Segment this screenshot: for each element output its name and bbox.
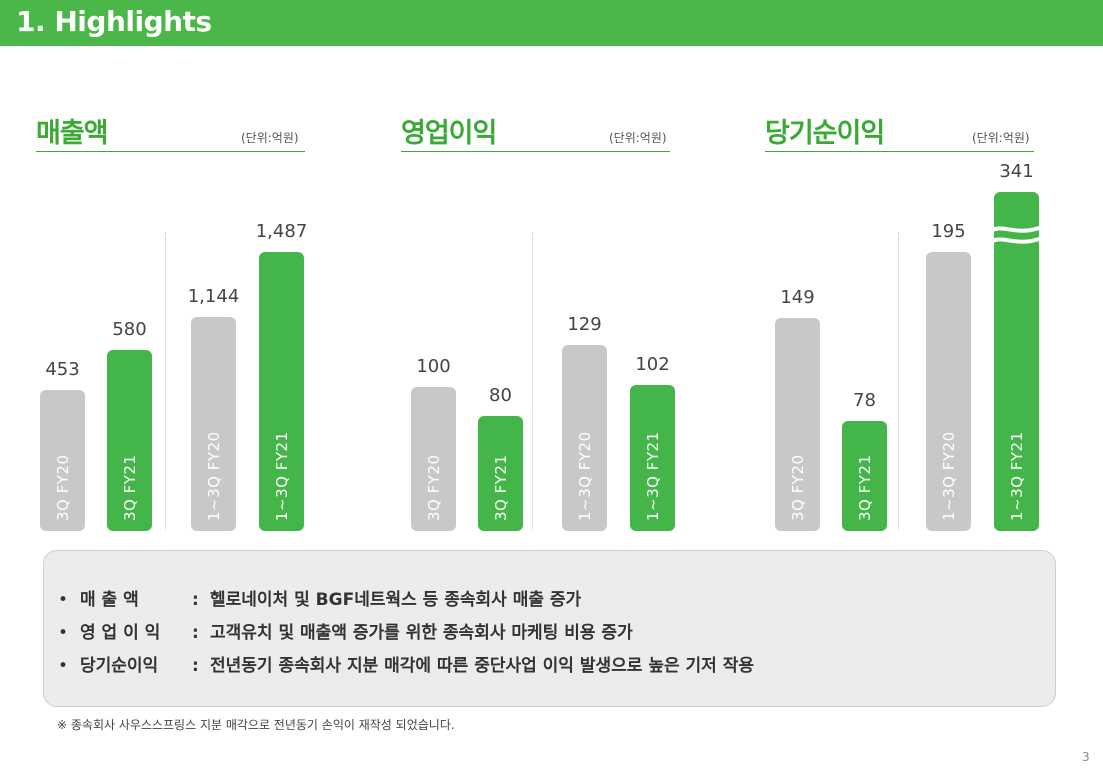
bar-category-label: 1~3Q FY20 (939, 431, 958, 521)
bar-value-label: 341 (999, 161, 1034, 182)
chart-unit-net-income: (단위:억원) (972, 131, 1030, 145)
bar-value-label: 80 (489, 385, 512, 406)
bar-category-label: 3Q FY21 (855, 454, 874, 522)
chart-title-net-income: 당기순이익 (765, 118, 885, 149)
bar: 1~3Q FY21 (259, 252, 304, 531)
summary-text: 헬로네이처 및 BGF네트웍스 등 종속회사 매출 증가 (210, 590, 582, 610)
bar: 3Q FY21 (478, 416, 523, 531)
bar: 1~3Q FY21 (630, 385, 675, 531)
bar-value-label: 129 (567, 314, 602, 335)
group-divider (165, 232, 166, 530)
axis-break-icon (991, 225, 1042, 244)
bar-category-label: 3Q FY21 (120, 454, 139, 522)
bar-value-label: 1,144 (187, 286, 240, 307)
group-divider (898, 232, 899, 530)
header-bar: 1. Highlights (0, 0, 1103, 46)
page-number: 3 (1082, 750, 1090, 764)
summary-item: • 당기순이익: 전년동기 종속회사 지분 매각에 따른 중단사업 이익 발생으로 … (58, 655, 754, 677)
bar-value-label: 580 (112, 319, 147, 340)
chart-rule-operating-profit (401, 151, 670, 152)
bar-value-label: 100 (416, 356, 451, 377)
bar: 3Q FY20 (411, 387, 456, 531)
bullet-icon: • (58, 623, 69, 643)
page-title: 1. Highlights (16, 5, 212, 38)
bar-value-label: 102 (635, 354, 670, 375)
bar: 1~3Q FY20 (562, 345, 607, 531)
bar-category-label: 1~3Q FY20 (204, 431, 223, 521)
summary-label: 매 출 액 (80, 590, 139, 610)
summary-text: 고객유치 및 매출액 증가를 위한 종속회사 마케팅 비용 증가 (210, 623, 633, 643)
summary-label: 영 업 이 익 (80, 623, 161, 643)
bar-category-label: 3Q FY20 (788, 454, 807, 522)
chart-unit-revenue: (단위:억원) (241, 131, 299, 145)
bullet-icon: • (58, 656, 69, 676)
chart-rule-net-income (765, 151, 1034, 152)
chart-rule-revenue (36, 151, 305, 152)
summary-colon: : (192, 623, 199, 643)
bar-category-label: 1~3Q FY21 (643, 431, 662, 521)
bar: 3Q FY21 (107, 350, 152, 531)
summary-text: 전년동기 종속회사 지분 매각에 따른 중단사업 이익 발생으로 높은 기저 작… (210, 656, 755, 676)
bar: 3Q FY21 (842, 421, 887, 531)
chart-title-revenue: 매출액 (36, 118, 109, 149)
summary-colon: : (192, 656, 199, 676)
chart-title-operating-profit: 영업이익 (401, 118, 497, 149)
bar-category-label: 1~3Q FY20 (575, 431, 594, 521)
bar-category-label: 3Q FY20 (53, 454, 72, 522)
bar-category-label: 3Q FY21 (491, 454, 510, 522)
footnote: ※ 종속회사 사우스스프링스 지분 매각으로 전년동기 손익이 재작성 되었습니… (57, 718, 455, 732)
bar: 1~3Q FY21 (994, 192, 1039, 531)
bar: 3Q FY20 (775, 318, 820, 531)
bullet-icon: • (58, 590, 69, 610)
summary-colon: : (192, 590, 199, 610)
bar-value-label: 453 (45, 359, 80, 380)
summary-item: • 영 업 이 익: 고객유치 및 매출액 증가를 위한 종속회사 마케팅 비용 증… (58, 622, 633, 644)
bar-category-label: 3Q FY20 (424, 454, 443, 522)
bar-value-label: 78 (853, 390, 876, 411)
group-divider (532, 232, 533, 530)
summary-item: • 매 출 액: 헬로네이처 및 BGF네트웍스 등 종속회사 매출 증가 (58, 589, 581, 611)
bar: 1~3Q FY20 (191, 317, 236, 531)
summary-label: 당기순이익 (80, 656, 159, 676)
summary-box (43, 550, 1056, 707)
bar: 1~3Q FY20 (926, 252, 971, 531)
chart-unit-operating-profit: (단위:억원) (609, 131, 667, 145)
bar: 3Q FY20 (40, 390, 85, 531)
bar-value-label: 195 (931, 221, 966, 242)
bar-category-label: 1~3Q FY21 (1007, 431, 1026, 521)
bar-category-label: 1~3Q FY21 (272, 431, 291, 521)
bar-value-label: 149 (780, 287, 815, 308)
bar-value-label: 1,487 (255, 221, 308, 242)
